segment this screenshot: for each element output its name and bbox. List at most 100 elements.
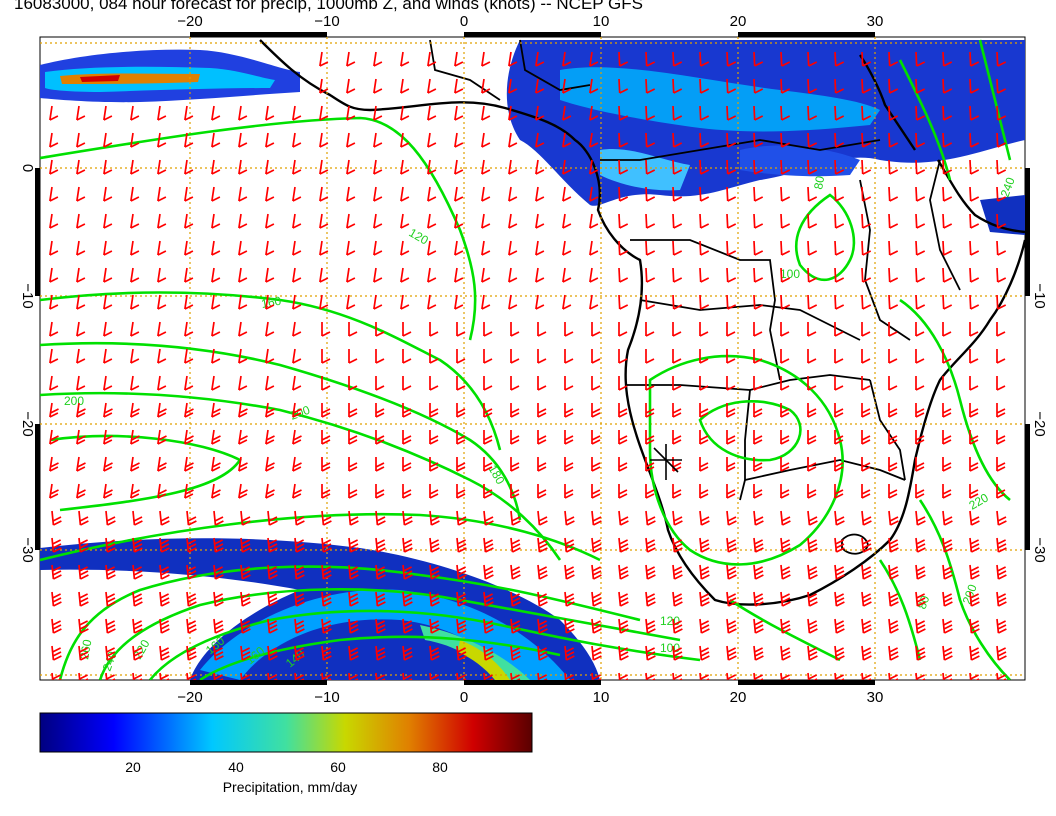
wind-barb: [238, 483, 248, 499]
wind-barb: [454, 267, 464, 283]
wind-barb: [130, 456, 140, 472]
wind-barb: [510, 430, 520, 445]
wind-barb: [780, 645, 791, 661]
contour-label: 240: [100, 649, 120, 673]
wind-barb: [456, 645, 467, 661]
wind-barb: [265, 267, 275, 283]
wind-barb: [76, 294, 86, 310]
wind-barb: [564, 430, 574, 445]
wind-barb: [427, 267, 437, 283]
wind-barb: [537, 457, 547, 472]
wind-barb: [672, 105, 683, 121]
wind-barb: [508, 213, 518, 229]
wind-barb: [562, 159, 572, 175]
wind-barb: [319, 51, 329, 67]
wind-barb: [996, 322, 1006, 337]
wind-barb: [591, 510, 602, 526]
wind-barb: [103, 429, 113, 445]
wind-barb: [861, 457, 871, 472]
wind-barb: [78, 591, 89, 607]
wind-barb: [888, 403, 898, 418]
wind-barb: [672, 403, 682, 418]
wind-barb: [159, 510, 170, 526]
wind-barb: [888, 457, 898, 472]
wind-barb: [699, 322, 709, 337]
wind-barb: [915, 186, 926, 202]
wind-barb: [861, 105, 872, 121]
wind-barb: [510, 645, 521, 661]
wind-barb: [861, 186, 872, 202]
wind-barb: [726, 240, 737, 256]
wind-barb: [780, 484, 790, 499]
wind-barb: [942, 186, 953, 202]
wind-barb: [807, 213, 818, 229]
wind-barb: [888, 51, 899, 67]
wind-barb: [942, 457, 952, 472]
wind-barb: [591, 645, 602, 661]
wind-barb: [645, 430, 655, 445]
wind-barb: [726, 132, 737, 148]
lon-tick-label: −20: [177, 13, 202, 30]
wind-barb: [508, 159, 518, 175]
wind-barb: [888, 78, 899, 94]
wind-barb: [942, 240, 953, 256]
wind-barb: [672, 564, 683, 580]
wind-barb: [265, 429, 275, 445]
wind-barb: [321, 376, 331, 391]
wind-barb: [996, 645, 1007, 661]
wind-barb: [211, 294, 221, 310]
wind-barb: [267, 591, 278, 607]
wind-barb: [157, 321, 167, 337]
wind-barb: [265, 186, 275, 202]
wind-barb: [265, 456, 275, 472]
wind-barb: [346, 240, 356, 256]
wind-barb: [996, 159, 1007, 175]
wind-barb: [996, 376, 1006, 391]
wind-barb: [292, 321, 302, 337]
wind-barb: [535, 240, 545, 256]
wind-barb: [184, 402, 194, 418]
wind-barb: [969, 240, 980, 256]
wind-barb: [402, 349, 412, 364]
wind-barb: [699, 186, 710, 202]
wind-barb: [240, 510, 251, 526]
wind-barb: [535, 132, 545, 148]
wind-barb: [969, 186, 980, 202]
wind-barb: [562, 294, 572, 310]
wind-barb: [915, 510, 926, 526]
wind-barb: [726, 294, 737, 310]
wind-barb: [969, 213, 980, 229]
wind-barb: [429, 564, 440, 580]
wind-barb: [427, 78, 437, 94]
wind-barb: [211, 105, 221, 121]
wind-barb: [483, 564, 494, 580]
wind-barb: [834, 564, 845, 580]
wind-barb: [969, 132, 980, 148]
wind-barb: [807, 267, 818, 283]
wind-barb: [265, 375, 275, 391]
wind-barb: [942, 618, 953, 634]
wind-barb: [429, 376, 439, 391]
wind-barb: [645, 159, 656, 175]
wind-barb: [157, 132, 167, 148]
wind-barb: [292, 105, 302, 121]
wind-barb: [915, 564, 926, 580]
wind-barb: [211, 132, 221, 148]
wind-barb: [672, 376, 682, 391]
wind-barb: [483, 645, 494, 661]
wind-barb: [265, 132, 275, 148]
wind-barb: [456, 484, 466, 499]
wind-barb: [969, 403, 979, 418]
wind-barb: [456, 618, 467, 634]
wind-barb: [103, 186, 113, 202]
wind-barb: [429, 430, 439, 445]
wind-barb: [645, 484, 655, 499]
wind-barb: [76, 456, 86, 472]
wind-barb: [726, 186, 737, 202]
wind-barb: [780, 213, 791, 229]
wind-barb: [915, 322, 925, 337]
wind-barb: [319, 240, 329, 256]
wind-barb: [373, 267, 383, 283]
wind-barb: [915, 51, 926, 67]
wind-barb: [157, 294, 167, 310]
